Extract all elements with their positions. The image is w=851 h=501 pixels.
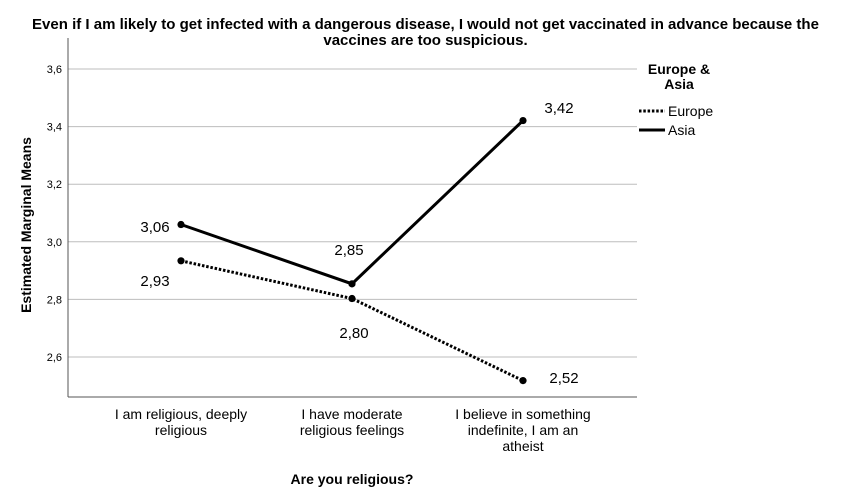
data-label: 2,80 <box>339 325 368 342</box>
x-tick-label: indefinite, I am an <box>468 422 579 438</box>
x-tick-label: I am religious, deeply <box>115 406 247 422</box>
legend-title: Asia <box>664 76 694 92</box>
legend-label-europe: Europe <box>668 103 713 119</box>
data-point-europe <box>348 294 356 303</box>
x-tick-label: religious <box>155 422 207 438</box>
data-label: 3,06 <box>140 219 169 236</box>
y-tick-label: 3,4 <box>47 122 62 134</box>
x-tick-label: religious feelings <box>300 422 404 438</box>
chart-title-line: Even if I am likely to get infected with… <box>32 16 819 33</box>
data-point-europe <box>177 257 185 265</box>
data-label: 2,52 <box>549 370 578 387</box>
data-label: 2,93 <box>140 273 169 290</box>
legend-title: Europe & <box>648 61 710 77</box>
data-label: 3,42 <box>544 100 573 117</box>
y-tick-label: 3,2 <box>47 179 62 191</box>
y-tick-label: 2,8 <box>47 294 62 306</box>
data-label: 2,85 <box>334 242 363 259</box>
y-tick-label: 3,6 <box>47 64 62 76</box>
y-tick-label: 3,0 <box>47 237 62 249</box>
x-tick-label: I believe in something <box>455 406 590 422</box>
data-point-europe <box>519 377 527 385</box>
data-point-asia <box>177 220 185 229</box>
data-point-asia <box>519 116 527 125</box>
data-point-asia <box>348 280 356 288</box>
y-axis-title: Estimated Marginal Means <box>18 137 34 313</box>
x-tick-label: I have moderate <box>301 406 402 422</box>
series-line-europe <box>180 259 524 382</box>
x-axis-title: Are you religious? <box>291 471 414 487</box>
legend-label-asia: Asia <box>668 122 695 138</box>
series-line-asia <box>180 119 525 286</box>
x-tick-label: atheist <box>502 438 543 454</box>
chart-title-line: vaccines are too suspicious. <box>323 32 527 49</box>
y-tick-label: 2,6 <box>47 352 62 364</box>
